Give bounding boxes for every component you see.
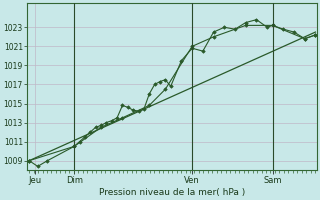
X-axis label: Pression niveau de la mer( hPa ): Pression niveau de la mer( hPa ) <box>99 188 245 197</box>
